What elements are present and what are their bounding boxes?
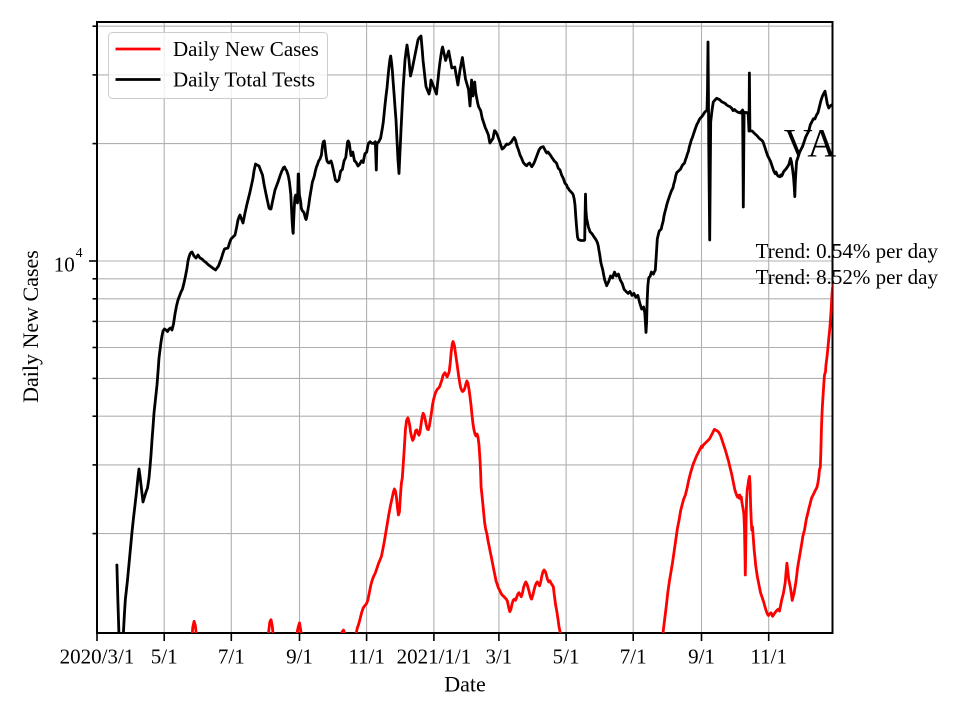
- svg-text:2021/1/1: 2021/1/1: [397, 645, 472, 669]
- svg-text:5/1: 5/1: [151, 645, 178, 669]
- svg-text:VA: VA: [784, 121, 837, 166]
- svg-text:Date: Date: [444, 672, 486, 697]
- svg-text:Daily Total Tests: Daily Total Tests: [173, 68, 315, 92]
- svg-text:9/1: 9/1: [688, 645, 715, 669]
- svg-text:Daily New Cases: Daily New Cases: [173, 37, 319, 61]
- svg-text:3/1: 3/1: [485, 645, 512, 669]
- svg-text:Daily New Cases: Daily New Cases: [18, 250, 43, 403]
- svg-text:11/1: 11/1: [750, 645, 787, 669]
- svg-text:11/1: 11/1: [348, 645, 385, 669]
- svg-text:Trend: 8.52% per day: Trend: 8.52% per day: [756, 265, 939, 289]
- svg-text:Trend: 0.54% per day: Trend: 0.54% per day: [756, 239, 939, 263]
- svg-text:5/1: 5/1: [553, 645, 580, 669]
- svg-text:4: 4: [76, 245, 83, 260]
- svg-text:7/1: 7/1: [218, 645, 245, 669]
- svg-text:10: 10: [54, 252, 75, 276]
- svg-text:9/1: 9/1: [286, 645, 313, 669]
- svg-text:2020/3/1: 2020/3/1: [60, 645, 135, 669]
- svg-text:7/1: 7/1: [620, 645, 647, 669]
